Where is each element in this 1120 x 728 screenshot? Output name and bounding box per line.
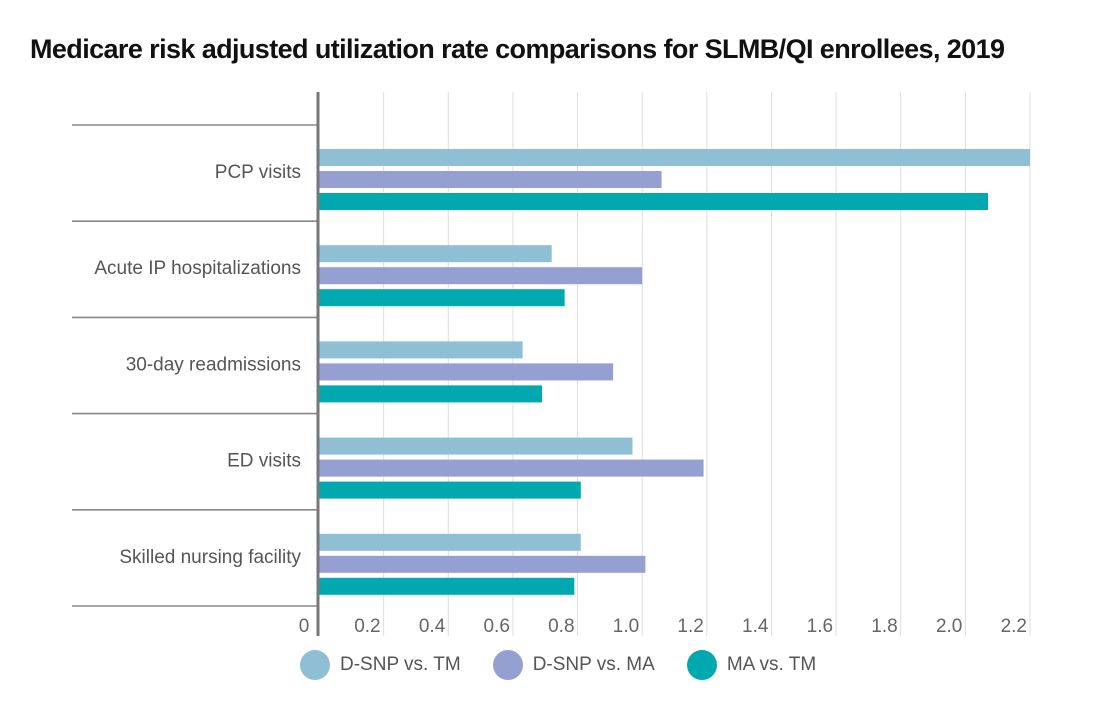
x-tick-label: 0.2 — [354, 616, 380, 637]
legend-label: D-SNP vs. MA — [532, 654, 655, 675]
bar — [319, 577, 575, 595]
x-tick-label: 2.2 — [1001, 616, 1027, 637]
category-label: Acute IP hospitalizations — [94, 258, 301, 279]
x-tick-label: 1.0 — [613, 616, 639, 637]
x-tick-label: 0.6 — [483, 616, 509, 637]
x-tick-label: 0 — [299, 616, 310, 637]
category-label: Skilled nursing facility — [119, 547, 301, 568]
bar — [319, 481, 581, 499]
legend-swatch — [492, 650, 523, 680]
bar — [319, 171, 662, 188]
bar — [319, 437, 633, 455]
bar — [319, 459, 704, 477]
bar — [319, 267, 643, 285]
chart-title: Medicare risk adjusted utilization rate … — [30, 34, 1005, 64]
x-tick-label: 2.0 — [936, 616, 962, 637]
category-label: ED visits — [227, 451, 301, 472]
x-tick-label: 1.4 — [742, 616, 769, 637]
bar — [319, 363, 614, 381]
x-tick-label: 1.8 — [871, 616, 897, 637]
x-axis-ticks: 0 0.2 0.4 0.6 0.8 1.0 1.2 1.4 1.6 1.8 2.0 2.2 — [299, 616, 1027, 637]
bar — [319, 245, 552, 263]
legend-item: D-SNP vs. MA — [492, 650, 655, 680]
legend-item: D-SNP vs. TM — [300, 650, 461, 680]
category-labels: PCP visits Acute IP hospitalizations 30-da… — [94, 162, 301, 568]
category-separators — [72, 124, 318, 607]
legend-label: D-SNP vs. TM — [340, 654, 461, 675]
x-tick-label: 1.6 — [807, 616, 833, 637]
bar — [319, 533, 581, 551]
bar — [319, 289, 565, 307]
legend-item: MA vs. TM — [686, 650, 817, 680]
category-label: 30-day readmissions — [126, 354, 301, 375]
bar — [319, 385, 542, 403]
x-tick-label: 0.4 — [419, 616, 446, 637]
bar — [319, 555, 646, 573]
bar — [319, 341, 523, 359]
bar — [319, 193, 988, 210]
legend-swatch — [686, 650, 717, 680]
legend-swatch — [300, 650, 330, 680]
category-label: PCP visits — [215, 162, 301, 183]
bars — [319, 149, 1030, 595]
x-tick-label: 0.8 — [548, 616, 574, 637]
bar — [319, 149, 1030, 166]
x-tick-label: 1.2 — [677, 616, 703, 637]
legend-label: MA vs. TM — [726, 654, 817, 675]
chart-legend: D-SNP vs. TM D-SNP vs. MA MA vs. TM — [300, 650, 848, 680]
